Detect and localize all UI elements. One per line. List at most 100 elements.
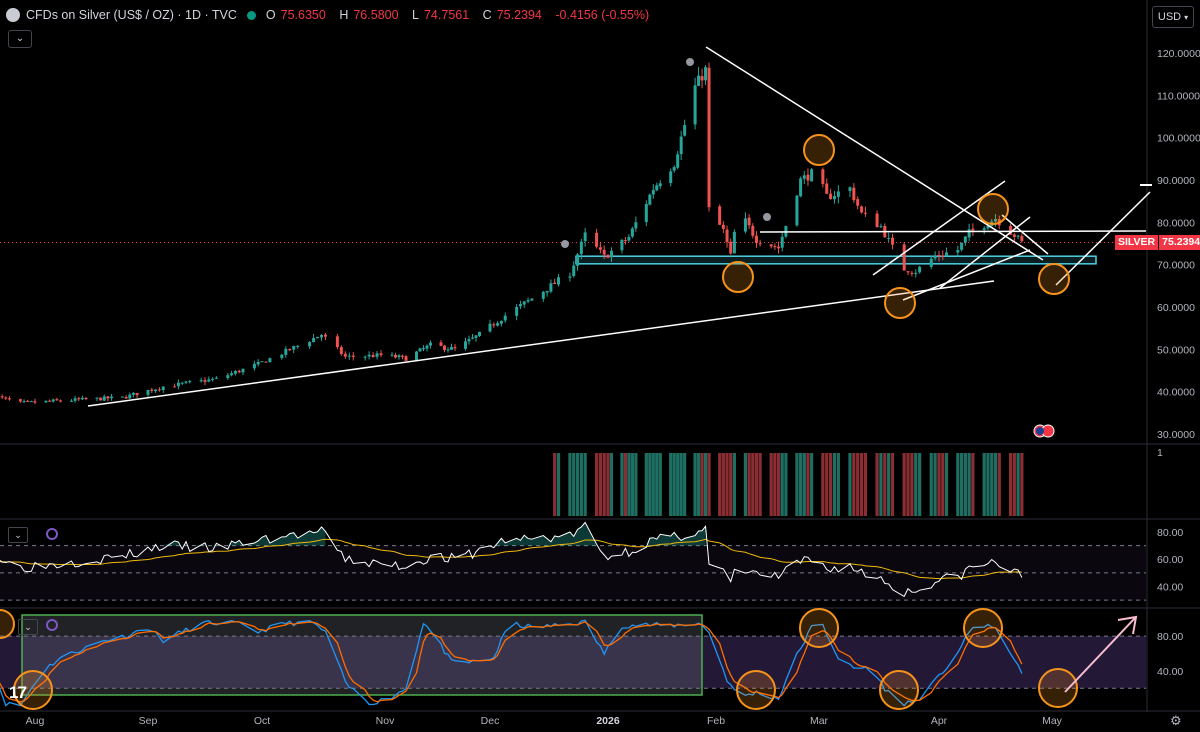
candle-body — [583, 232, 587, 242]
volume-bar — [758, 453, 762, 516]
volume-bar — [583, 453, 587, 516]
candle-body — [226, 375, 230, 379]
symbol-title[interactable]: CFDs on Silver (US$ / OZ) · 1D · TVC — [26, 8, 237, 22]
rsi-overbought-fill — [258, 537, 262, 546]
volume-bar — [725, 453, 729, 516]
candle-body — [743, 218, 747, 232]
candle-body — [557, 277, 561, 285]
candle-body — [230, 373, 234, 376]
candle-body — [821, 169, 825, 184]
tradingview-logo-icon[interactable]: 17 — [9, 683, 27, 702]
silver-logo-icon — [6, 8, 20, 22]
candle-body — [425, 345, 429, 349]
candle-body — [237, 370, 241, 373]
volume-bar — [852, 453, 856, 516]
candle-body — [971, 228, 975, 231]
rsi-overbought-fill — [289, 532, 294, 546]
candle-body — [288, 348, 292, 351]
candle-body — [496, 323, 500, 326]
rsi-tick-label: 80.00 — [1157, 527, 1183, 539]
volume-bar — [568, 453, 572, 516]
candle-body — [124, 396, 128, 399]
candle-body — [77, 398, 81, 400]
collapse-stoch-button[interactable]: ⌄ — [18, 619, 38, 635]
candle-body — [351, 355, 355, 357]
candle-body — [29, 401, 33, 403]
market-status-icon — [246, 10, 256, 20]
candle-body — [522, 301, 526, 305]
rsi-overbought-fill — [231, 541, 236, 546]
candle-body — [693, 85, 697, 125]
candle-body — [268, 358, 272, 363]
candle-body — [7, 398, 11, 400]
volume-bar — [721, 453, 725, 516]
volume-bar — [679, 453, 683, 516]
currency-label: USD — [1157, 11, 1182, 23]
collapse-rsi-button[interactable]: ⌄ — [8, 527, 28, 543]
candle-body — [367, 354, 371, 357]
volume-bar — [933, 453, 937, 516]
candle-body — [18, 399, 22, 402]
candle-body — [683, 125, 687, 136]
price-tick-label: 60.0000 — [1157, 302, 1195, 314]
volume-bar — [575, 453, 580, 516]
gear-icon[interactable]: ⚙ — [1170, 713, 1182, 728]
volume-bar — [579, 453, 583, 516]
highlight-circle — [13, 670, 53, 710]
candle-body — [443, 345, 446, 350]
refresh-icon — [46, 528, 58, 540]
candle-body — [627, 237, 631, 241]
price-tick-label: 50.0000 — [1157, 344, 1195, 356]
candle-body — [154, 389, 158, 392]
candle-body — [1009, 225, 1013, 235]
candle-body — [379, 353, 383, 356]
volume-bar — [784, 453, 788, 516]
candle-body — [347, 355, 351, 357]
candle-body — [173, 386, 177, 388]
highlight-circle — [1038, 263, 1070, 295]
candle-body — [146, 390, 150, 395]
candle-body — [316, 336, 320, 339]
candle-body — [69, 400, 73, 402]
volume-bar — [620, 453, 624, 516]
volume-bar — [630, 453, 634, 516]
collapse-legend-button[interactable]: ⌄ — [8, 30, 32, 48]
rsi-overbought-fill — [550, 535, 555, 546]
volume-bar — [836, 453, 840, 516]
volume-bar — [937, 453, 941, 516]
candle-body — [176, 382, 180, 387]
candle-body — [260, 361, 264, 363]
volume-bar — [1016, 453, 1020, 516]
candle-body — [44, 400, 48, 403]
candle-body — [751, 225, 755, 236]
candle-body — [320, 335, 324, 338]
candle-body — [488, 323, 492, 332]
price-tick-label: 100.0000 — [1157, 133, 1200, 145]
candle-body — [704, 67, 708, 81]
candle-body — [296, 345, 300, 347]
time-tick-label: Nov — [376, 715, 395, 727]
volume-bar — [627, 453, 631, 516]
candle-body — [415, 351, 418, 361]
price-tick-label: 120.0000 — [1157, 48, 1200, 60]
rsi-line — [0, 521, 1023, 598]
price-tick-label: 90.0000 — [1157, 175, 1195, 187]
close-label: C — [482, 8, 492, 22]
candle-body — [211, 378, 215, 380]
candle-body — [73, 398, 77, 401]
highlight-circle — [803, 134, 835, 166]
candle-body — [910, 272, 914, 274]
candle-body — [214, 377, 218, 379]
candle-body — [595, 232, 599, 247]
open-value: 75.6350 — [280, 8, 326, 22]
candle-body — [292, 346, 296, 350]
candle-body — [375, 353, 379, 357]
currency-button[interactable]: USD ▾ — [1152, 6, 1194, 28]
rsi-overbought-fill — [660, 534, 671, 546]
candle-body — [280, 354, 284, 358]
candle-body — [906, 271, 910, 273]
volume-bar — [956, 453, 960, 516]
candle-body — [312, 338, 316, 343]
candle-body — [128, 394, 132, 399]
